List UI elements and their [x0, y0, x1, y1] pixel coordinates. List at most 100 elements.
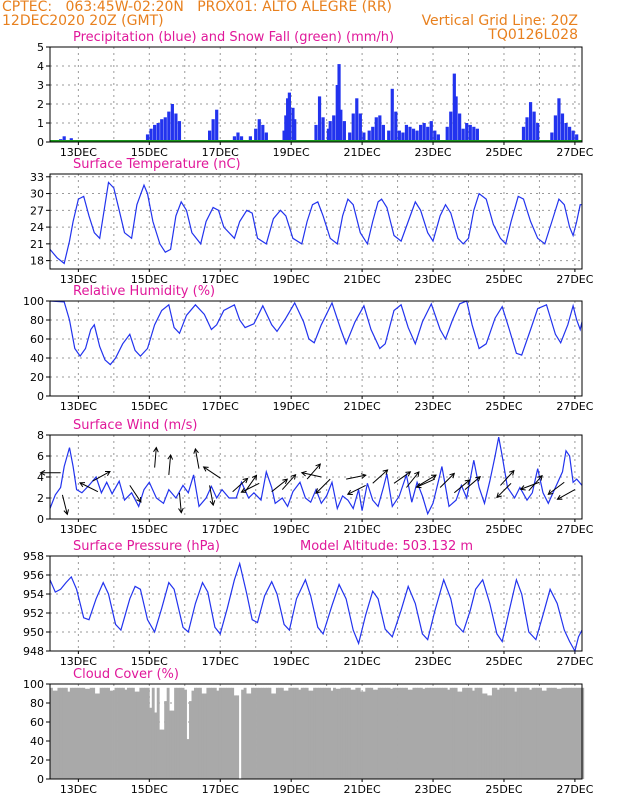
wind-arrow-shaft [232, 478, 248, 493]
cloud-bar [325, 687, 329, 779]
precip-bar [465, 123, 469, 142]
cloud-bar [556, 688, 560, 779]
panel-title: Surface Pressure (hPa) [73, 539, 220, 554]
cloud-bar [357, 687, 361, 779]
wind-arrow-head [315, 488, 321, 494]
cloud-bar [186, 739, 190, 779]
precip-bar [564, 123, 568, 142]
y-tick-label: 2 [37, 492, 44, 505]
x-tick-label: 15DEC [131, 783, 168, 796]
cloud-bar [270, 693, 274, 779]
precip-bar [426, 126, 430, 142]
cloud-bar [422, 688, 426, 779]
cloud-bar [159, 729, 163, 779]
cloud-bar [300, 687, 304, 779]
cloud-bar [551, 687, 555, 779]
cloud-bar [407, 689, 411, 779]
cloud-bar [112, 690, 115, 779]
x-tick-label: 15DEC [131, 273, 168, 286]
panel-title: Surface Wind (m/s) [73, 418, 197, 433]
cloud-bar [390, 688, 394, 779]
cloud-bar [558, 688, 562, 779]
cloud-bar [318, 687, 322, 779]
wind-arrow-shaft [393, 471, 411, 484]
precip-bar [167, 111, 171, 142]
precip-bar [429, 121, 433, 142]
cloud-bar [293, 687, 297, 779]
cloud-bar [179, 687, 182, 779]
cloud-bar [72, 687, 76, 779]
cloud-bar [444, 687, 448, 779]
precip-bar [567, 126, 572, 142]
precip-bar [536, 123, 540, 142]
precip-bar [387, 130, 391, 142]
panel-precip: Precipitation (blue) and Snow Fall (gree… [37, 30, 594, 159]
x-tick-label: 15DEC [131, 400, 168, 413]
cloud-bar [536, 687, 540, 779]
x-tick-label: 25DEC [485, 146, 522, 159]
precip-bar [215, 109, 219, 142]
cloud-bar [563, 687, 567, 779]
wind-arrow-shaft [194, 448, 200, 469]
precip-bar [156, 123, 160, 142]
cloud-bar [191, 690, 195, 779]
cloud-bar [295, 687, 299, 779]
cloud-bar [529, 689, 533, 779]
precip-bar [149, 128, 153, 142]
cloud-bar [102, 687, 106, 779]
cloud-bar [367, 687, 371, 779]
wind-arrow [500, 469, 515, 486]
precip-bar [367, 130, 371, 142]
cloud-bar [531, 687, 535, 779]
y-tick-label: 40 [30, 352, 44, 365]
cloud-bar [553, 687, 557, 779]
cloud-bar [193, 687, 197, 779]
wind-arrow-shaft [178, 492, 182, 513]
cloud-bar [298, 689, 302, 779]
x-tick-label: 19DEC [273, 146, 310, 159]
wind-arrow-head [449, 472, 456, 479]
y-tick-label: 40 [30, 735, 44, 748]
cloud-bar [462, 687, 466, 779]
wind-arrow [464, 476, 482, 490]
cloud-bar [290, 687, 294, 779]
precip-bar [454, 96, 458, 142]
cloud-bar [395, 687, 398, 779]
cloud-bar [315, 687, 319, 779]
precip-bar [401, 132, 405, 142]
cloud-bar [213, 687, 217, 779]
cloud-bar [119, 687, 123, 779]
wind-arrow [547, 481, 565, 495]
wind-arrow-shaft [464, 476, 481, 490]
series-line-pres [49, 561, 583, 653]
cloud-bar [385, 687, 389, 779]
wind-arrow-shaft [209, 485, 214, 506]
cloud-bar [228, 687, 232, 779]
x-tick-label: 25DEC [485, 655, 522, 668]
cloud-bar [189, 701, 192, 779]
cloud-bar [141, 687, 145, 779]
cloud-bar [114, 687, 118, 779]
x-tick-label: 17DEC [202, 400, 239, 413]
wind-arrow-shaft [203, 466, 221, 479]
cloud-bar [174, 687, 178, 779]
wind-arrow [39, 469, 61, 476]
precip-bar [337, 64, 341, 142]
x-tick-label: 25DEC [485, 783, 522, 796]
precip-bar [62, 136, 66, 142]
y-tick-label: 0 [37, 390, 44, 403]
precip-bar [436, 134, 440, 142]
precip-bar [163, 117, 167, 142]
panel-title: Cloud Cover (%) [73, 667, 179, 682]
model-code: TQ0126L028 [488, 27, 578, 43]
cloud-bar [437, 687, 441, 779]
precip-bar [521, 126, 526, 142]
x-tick-label: 27DEC [556, 655, 593, 668]
x-tick-label: 19DEC [273, 400, 310, 413]
cloud-bar [333, 687, 336, 779]
cloud-bar [539, 687, 542, 779]
wind-arrow-head [282, 478, 289, 484]
precip-bar [408, 126, 412, 142]
cloud-bar [265, 687, 269, 779]
x-tick-label: 23DEC [414, 273, 451, 286]
